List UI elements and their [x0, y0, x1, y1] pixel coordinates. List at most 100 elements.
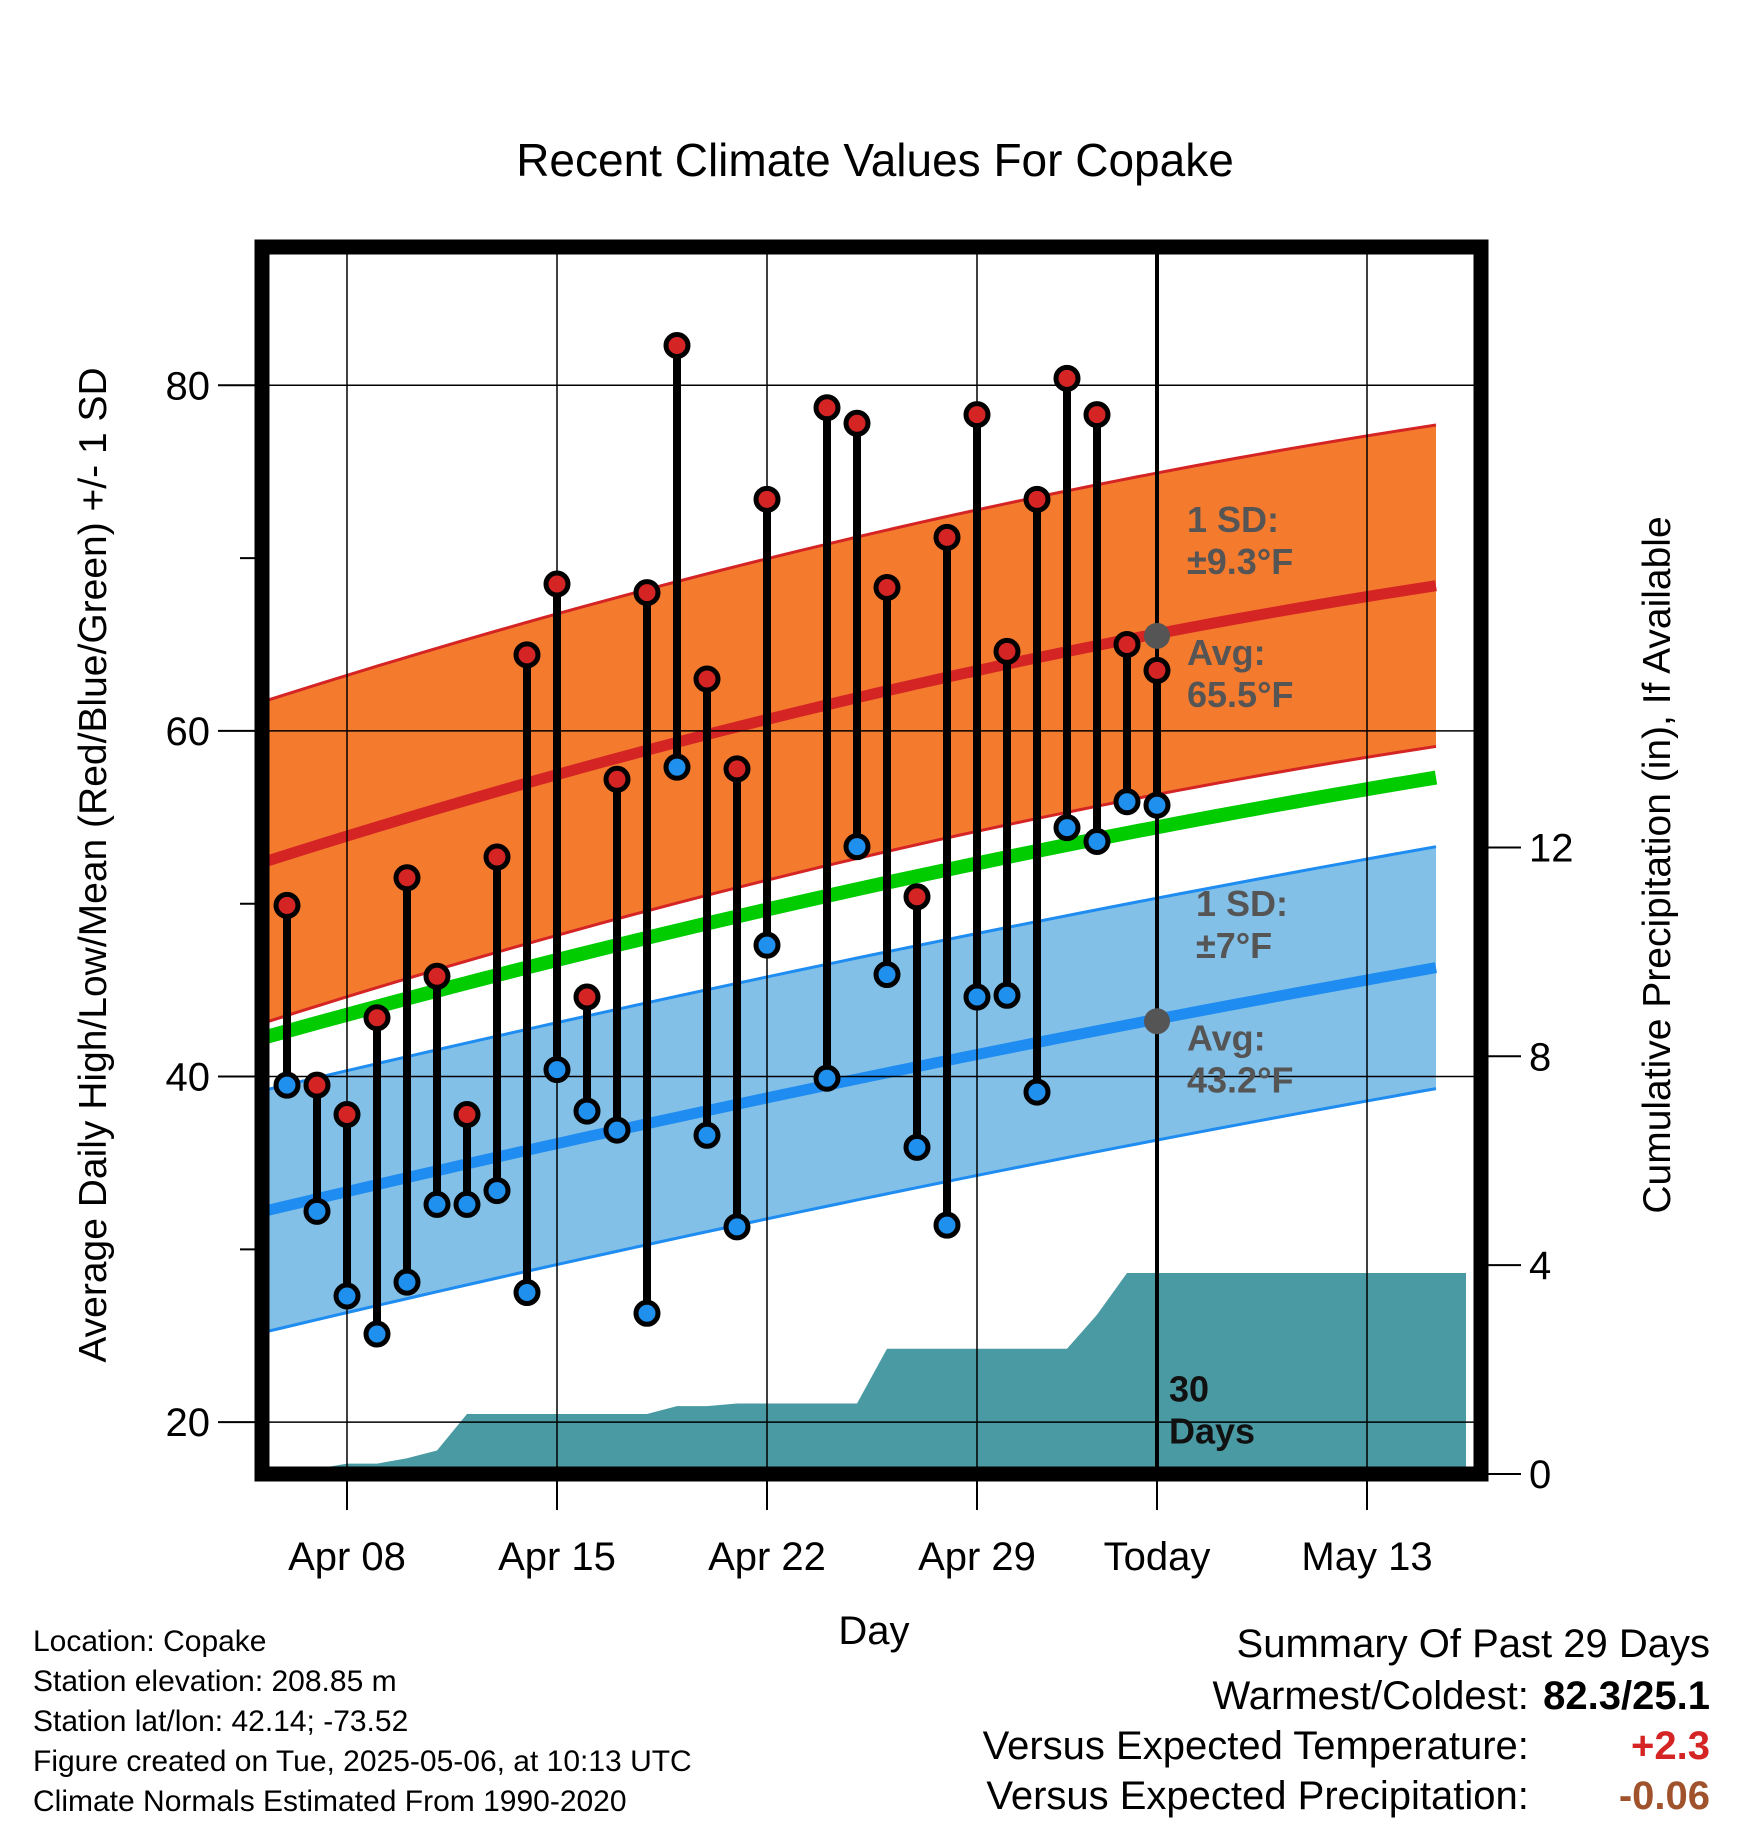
- plot-area: 1 SD: ±9.3°F Avg: 65.5°F 1 SD: ±7°F Avg: 43.2°F…: [262, 247, 1481, 1474]
- daily-high-point: [633, 579, 661, 607]
- created-text: Figure created on Tue, 2025-05-06, at 10…: [33, 1745, 692, 1778]
- normal-low-band-lower-edge: [262, 1087, 1437, 1335]
- daily-high-point: [963, 401, 991, 429]
- y2-tick-label: 8: [1529, 1035, 1551, 1079]
- daily-high-point: [933, 523, 961, 551]
- temp-value: +2.3: [1631, 1724, 1710, 1768]
- daily-low-point: [903, 1133, 931, 1161]
- daily-high-point: [543, 570, 571, 598]
- daily-high-point: [513, 641, 541, 669]
- daily-low-point: [723, 1213, 751, 1241]
- y2-tick-label: 4: [1529, 1244, 1551, 1288]
- normals-text: Climate Normals Estimated From 1990-2020: [33, 1785, 627, 1818]
- high-avg-annotation: Avg: 65.5°F: [1187, 632, 1293, 715]
- x-tick-label: Apr 15: [498, 1535, 616, 1579]
- daily-high-point: [1023, 485, 1051, 513]
- daily-high-point: [1143, 656, 1171, 684]
- daily-low-point: [993, 981, 1021, 1009]
- today-high-avg-point: [1144, 622, 1170, 649]
- daily-low-point: [843, 833, 871, 861]
- x-tick-label: Apr 08: [288, 1535, 406, 1579]
- daily-high-point: [843, 409, 871, 437]
- y2-tick-label: 0: [1529, 1453, 1551, 1497]
- precip-value: -0.06: [1618, 1774, 1710, 1818]
- x-tick-label: Apr 22: [708, 1535, 826, 1579]
- daily-low-point: [633, 1299, 661, 1327]
- x-axis-label: Day: [838, 1609, 909, 1653]
- x-tick-label: Apr 29: [918, 1535, 1036, 1579]
- daily-high-point: [1083, 401, 1111, 429]
- daily-high-point: [663, 332, 691, 360]
- daily-low-point: [693, 1121, 721, 1149]
- daily-high-point: [993, 637, 1021, 665]
- daily-high-point: [813, 394, 841, 422]
- location-text: Location: Copake: [33, 1625, 267, 1658]
- summary-title: Summary Of Past 29 Days: [1236, 1622, 1710, 1666]
- daily-high-point: [273, 891, 301, 919]
- summary-precip: Versus Expected Precipitation: -0.06: [986, 1774, 1710, 1819]
- normal-high-band-upper-edge: [262, 423, 1437, 704]
- daily-high-point: [303, 1071, 331, 1099]
- daily-high-point: [723, 755, 751, 783]
- daily-low-point: [963, 983, 991, 1011]
- daily-low-point: [813, 1064, 841, 1092]
- temp-label: Versus Expected Temperature:: [982, 1724, 1529, 1768]
- normal-high-line: [262, 580, 1437, 869]
- window-days-label: 30 Days: [1169, 1368, 1255, 1451]
- y-tick-label: 80: [166, 364, 211, 408]
- daily-high-point: [1053, 364, 1081, 392]
- daily-high-point: [333, 1101, 361, 1129]
- daily-high-point: [903, 883, 931, 911]
- y-tick-label: 40: [166, 1056, 211, 1100]
- low-avg-annotation: Avg: 43.2°F: [1187, 1018, 1293, 1101]
- daily-low-point: [423, 1190, 451, 1218]
- y-tick-label: 20: [166, 1401, 211, 1445]
- warm-cold-label: Warmest/Coldest:: [1212, 1674, 1529, 1718]
- daily-high-point: [483, 843, 511, 871]
- daily-high-point: [423, 962, 451, 990]
- precip-label: Versus Expected Precipitation:: [986, 1774, 1529, 1818]
- daily-low-point: [483, 1177, 511, 1205]
- axes: 20 40 60 80 0 4 8 12 Apr 08 Apr 15 Apr 22 Apr 29 Tod…: [166, 239, 1574, 1579]
- plot-clip-group: 1 SD: ±9.3°F Avg: 65.5°F 1 SD: ±7°F Avg: 43.2°F…: [262, 247, 1481, 1474]
- daily-low-point: [873, 961, 901, 989]
- daily-low-point: [573, 1097, 601, 1125]
- daily-low-point: [603, 1116, 631, 1144]
- daily-low-point: [303, 1197, 331, 1225]
- daily-low-point: [1023, 1078, 1051, 1106]
- daily-low-point: [933, 1211, 961, 1239]
- daily-low-point: [1053, 814, 1081, 842]
- daily-high-point: [753, 485, 781, 513]
- daily-low-point: [363, 1320, 391, 1348]
- daily-low-point: [513, 1279, 541, 1307]
- y2-axis-label: Cumulative Precipitation (in), If Availa…: [1636, 516, 1679, 1213]
- daily-low-point: [543, 1056, 571, 1084]
- daily-low-point: [753, 931, 781, 959]
- x-tick-label: Today: [1104, 1535, 1211, 1579]
- summary-temp: Versus Expected Temperature: +2.3: [983, 1724, 1710, 1769]
- y-tick-label: 60: [166, 710, 211, 754]
- precip-area: [262, 1272, 1466, 1474]
- latlon-text: Station lat/lon: 42.14; -73.52: [33, 1705, 409, 1738]
- warm-cold-value: 82.3/25.1: [1543, 1674, 1710, 1718]
- y2-tick-label: 12: [1529, 826, 1574, 870]
- daily-high-point: [873, 573, 901, 601]
- daily-low-point: [333, 1282, 361, 1310]
- elevation-text: Station elevation: 208.85 m: [33, 1665, 397, 1698]
- daily-low-point: [663, 753, 691, 781]
- daily-low-point: [1083, 827, 1111, 855]
- y-axis-label: Average Daily High/Low/Mean (Red/Blue/Gr…: [72, 367, 115, 1362]
- daily-high-point: [573, 983, 601, 1011]
- daily-high-point: [393, 864, 421, 892]
- daily-low-point: [393, 1268, 421, 1296]
- low-sd-annotation: 1 SD: ±7°F: [1196, 883, 1288, 966]
- daily-high-point: [603, 765, 631, 793]
- daily-low-point: [1143, 791, 1171, 819]
- chart-title: Recent Climate Values For Copake: [516, 134, 1234, 186]
- daily-low-point: [273, 1071, 301, 1099]
- daily-high-point: [693, 665, 721, 693]
- normal-low-band: [262, 846, 1436, 1333]
- daily-high-point: [363, 1004, 391, 1032]
- high-sd-annotation: 1 SD: ±9.3°F: [1187, 499, 1293, 582]
